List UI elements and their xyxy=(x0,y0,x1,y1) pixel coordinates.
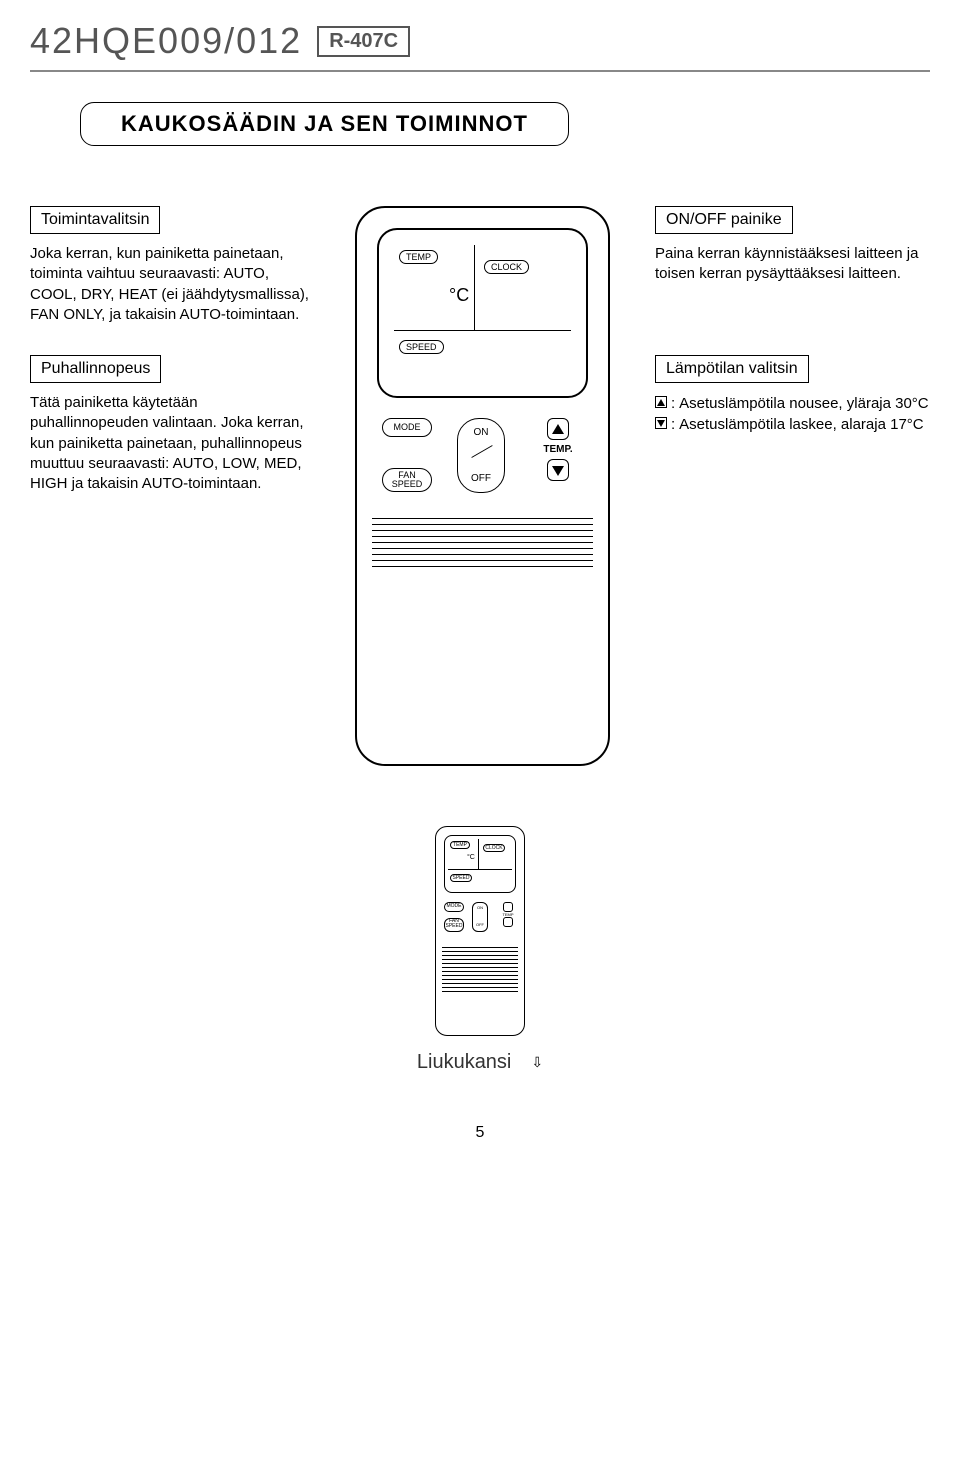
lcd-area: TEMP CLOCK °C SPEED xyxy=(389,240,576,386)
fan-speed-button[interactable]: FAN SPEED xyxy=(382,468,432,492)
lcd-clock-indicator: CLOCK xyxy=(484,260,529,274)
tiny-onoff-button[interactable]: ON OFF xyxy=(472,902,488,932)
button-area: MODE FAN SPEED ON OFF TEMP. xyxy=(377,413,588,508)
temp-buttons: TEMP. xyxy=(533,418,583,485)
fan-speed-text: Tätä painiketta käytetään puhallinnopeud… xyxy=(30,393,310,494)
page-number: 5 xyxy=(30,1124,930,1142)
mode-selector-label: Toimintavalitsin xyxy=(30,206,160,234)
lcd-unit: °C xyxy=(449,285,469,306)
center-column: TEMP CLOCK °C SPEED MODE FAN SPEED ON xyxy=(333,206,633,766)
tiny-lcd-speed: SPEED xyxy=(450,874,472,882)
on-off-slash xyxy=(471,445,492,458)
fan-speed-button-l2: SPEED xyxy=(383,480,431,489)
tiny-screen: TEMP CLOCK °C SPEED xyxy=(444,835,516,893)
header-row: 42HQE009/012 R-407C xyxy=(30,20,930,62)
lcd-vertical-divider xyxy=(474,245,475,330)
temp-label: TEMP. xyxy=(533,444,583,455)
tiny-buttons: MODE FAN SPEED ON OFF TEMP xyxy=(444,902,516,937)
tiny-remote-section: TEMP CLOCK °C SPEED MODE FAN SPEED ON OF… xyxy=(30,826,930,1074)
temp-up-row: : Asetuslämpötila nousee, yläraja 30°C xyxy=(655,393,930,414)
triangle-up-icon xyxy=(655,396,667,408)
tiny-lcd-unit: °C xyxy=(467,854,475,861)
remote-screen: TEMP CLOCK °C SPEED xyxy=(377,228,588,398)
left-column: Toimintavalitsin Joka kerran, kun painik… xyxy=(30,206,310,766)
mode-selector-text: Joka kerran, kun painiketta painetaan, t… xyxy=(30,244,310,325)
on-off-button[interactable]: ON OFF xyxy=(457,418,505,493)
triangle-down-icon xyxy=(655,417,667,429)
fan-speed-label: Puhallinnopeus xyxy=(30,355,161,383)
lcd-horizontal-divider xyxy=(394,330,571,331)
temp-down-text: Asetuslämpötila laskee, alaraja 17°C xyxy=(679,414,923,435)
temp-selector-list: : Asetuslämpötila nousee, yläraja 30°C :… xyxy=(655,393,930,435)
down-arrow-icon: ⇩ xyxy=(531,1054,543,1071)
tiny-fan-button[interactable]: FAN SPEED xyxy=(444,918,464,932)
page-title: KAUKOSÄÄDIN JA SEN TOIMINNOT xyxy=(80,102,569,146)
model-number: 42HQE009/012 xyxy=(30,20,302,62)
lcd-temp-indicator: TEMP xyxy=(399,250,438,264)
tiny-off: OFF xyxy=(473,922,487,927)
tiny-remote: TEMP CLOCK °C SPEED MODE FAN SPEED ON OF… xyxy=(435,826,525,1036)
tiny-temp-label: TEMP xyxy=(500,912,516,917)
temp-selector-label: Lämpötilan valitsin xyxy=(655,355,809,383)
tiny-lcd-vdiv xyxy=(478,839,479,869)
temp-up-button[interactable] xyxy=(547,418,569,440)
page-title-wrap: KAUKOSÄÄDIN JA SEN TOIMINNOT xyxy=(30,102,930,206)
tiny-lcd-temp: TEMP xyxy=(450,841,470,849)
tiny-mode-button[interactable]: MODE xyxy=(444,902,464,912)
tiny-temp-buttons: TEMP xyxy=(500,902,516,927)
tiny-lcd-clock: CLOCK xyxy=(483,844,505,852)
tiny-on: ON xyxy=(473,905,487,910)
tiny-lcd-hdiv xyxy=(448,869,512,870)
tiny-ribbed xyxy=(442,947,518,995)
onoff-text: Paina kerran käynnistääksesi laitteen ja… xyxy=(655,244,930,285)
temp-down-button[interactable] xyxy=(547,459,569,481)
lcd-speed-indicator: SPEED xyxy=(399,340,444,354)
temp-down-row: : Asetuslämpötila laskee, alaraja 17°C xyxy=(655,414,930,435)
remote-control: TEMP CLOCK °C SPEED MODE FAN SPEED ON xyxy=(355,206,610,766)
temp-up-text: Asetuslämpötila nousee, yläraja 30°C xyxy=(679,393,928,414)
ribbed-grip xyxy=(372,518,593,578)
slide-cover-label: Liukukansi xyxy=(417,1051,512,1074)
off-label: OFF xyxy=(458,473,504,484)
on-label: ON xyxy=(458,427,504,438)
tiny-temp-down[interactable] xyxy=(503,917,513,927)
tiny-temp-up[interactable] xyxy=(503,902,513,912)
refrigerant-badge: R-407C xyxy=(317,26,410,57)
right-column: ON/OFF painike Paina kerran käynnistääks… xyxy=(655,206,930,766)
onoff-label: ON/OFF painike xyxy=(655,206,793,234)
mode-button[interactable]: MODE xyxy=(382,418,432,437)
header-divider xyxy=(30,70,930,72)
main-content: Toimintavalitsin Joka kerran, kun painik… xyxy=(30,206,930,766)
slide-cover-row: Liukukansi ⇩ xyxy=(30,1051,930,1074)
